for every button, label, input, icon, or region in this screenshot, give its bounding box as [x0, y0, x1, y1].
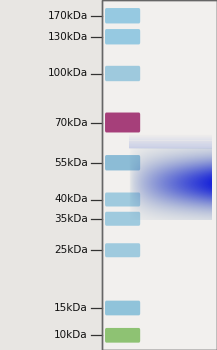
Bar [129, 144, 212, 145]
FancyBboxPatch shape [105, 328, 140, 343]
Bar [129, 145, 212, 146]
Bar [129, 140, 212, 141]
Bar [129, 139, 212, 140]
Bar [129, 142, 212, 143]
Bar [129, 135, 212, 137]
Text: 130kDa: 130kDa [48, 32, 88, 42]
Bar [129, 134, 212, 135]
FancyBboxPatch shape [105, 301, 140, 315]
Bar [129, 134, 212, 135]
FancyBboxPatch shape [105, 212, 140, 226]
Bar [129, 142, 212, 144]
Bar [129, 145, 212, 146]
Bar [102, 0, 217, 350]
Text: 170kDa: 170kDa [48, 11, 88, 21]
Bar [129, 143, 212, 144]
Text: 10kDa: 10kDa [54, 330, 88, 340]
Bar [129, 148, 212, 149]
Bar [129, 141, 212, 142]
Text: 100kDa: 100kDa [48, 69, 88, 78]
Bar [129, 140, 212, 141]
FancyBboxPatch shape [105, 112, 140, 132]
Bar [129, 147, 212, 148]
Bar [129, 140, 212, 141]
Bar [129, 146, 212, 147]
Text: 25kDa: 25kDa [54, 245, 88, 255]
Bar [129, 139, 212, 140]
Bar [129, 147, 212, 148]
Bar [129, 145, 212, 146]
Bar [129, 139, 212, 140]
Bar [129, 144, 212, 145]
Text: 55kDa: 55kDa [54, 158, 88, 168]
Bar [129, 137, 212, 138]
FancyBboxPatch shape [105, 8, 140, 23]
Bar [129, 136, 212, 137]
Bar [129, 136, 212, 138]
Bar [129, 138, 212, 139]
Bar [129, 135, 212, 136]
Bar [129, 142, 212, 143]
FancyBboxPatch shape [105, 193, 140, 206]
Bar [129, 135, 212, 136]
Bar [129, 137, 212, 138]
Text: 40kDa: 40kDa [54, 195, 88, 204]
Bar [129, 147, 212, 148]
Bar [129, 138, 212, 139]
Bar [129, 134, 212, 135]
Bar [129, 138, 212, 139]
Text: 70kDa: 70kDa [54, 118, 88, 127]
Bar [129, 141, 212, 142]
FancyBboxPatch shape [105, 243, 140, 257]
Bar [129, 146, 212, 147]
Bar [129, 144, 212, 145]
Bar [129, 143, 212, 144]
Bar [102, 0, 217, 350]
FancyBboxPatch shape [105, 155, 140, 170]
Text: 15kDa: 15kDa [54, 303, 88, 313]
Bar [129, 136, 212, 137]
Text: 35kDa: 35kDa [54, 214, 88, 224]
Bar [129, 146, 212, 147]
FancyBboxPatch shape [105, 66, 140, 81]
FancyBboxPatch shape [105, 29, 140, 44]
